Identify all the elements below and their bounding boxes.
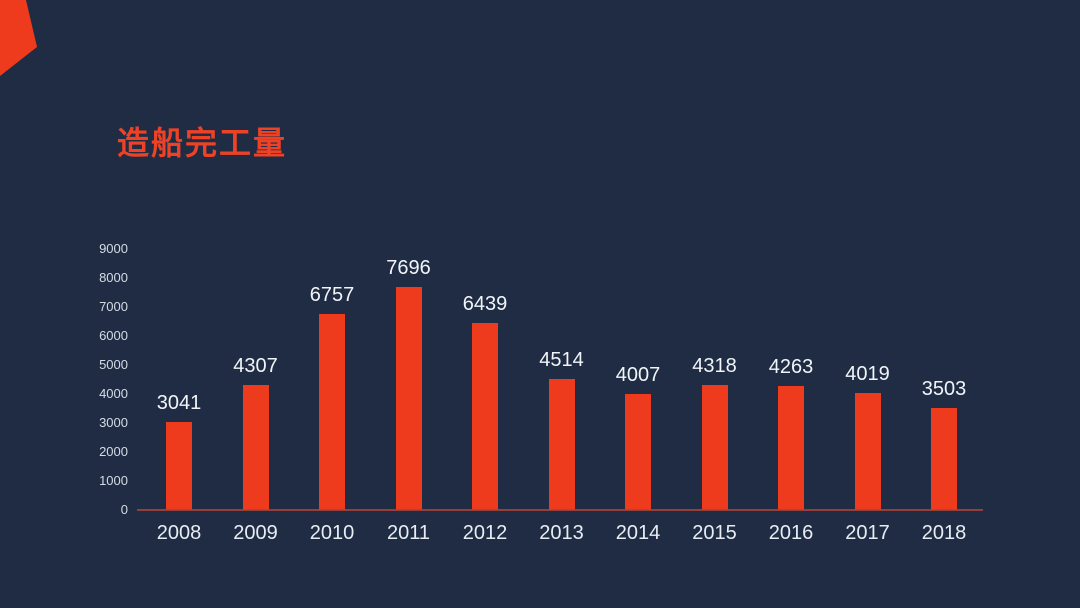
x-tick-label: 2015	[692, 522, 737, 544]
bar	[701, 384, 728, 510]
bar	[395, 286, 422, 510]
bar	[319, 314, 345, 510]
bar-value-label: 3041	[156, 391, 202, 414]
bar	[472, 323, 498, 510]
bar-value-label: 7696	[386, 256, 431, 279]
bar-value-label: 6757	[309, 284, 355, 307]
x-tick-label: 2013	[539, 522, 584, 544]
x-tick-label: 2010	[309, 522, 355, 544]
x-tick-label: 2009	[233, 522, 278, 544]
x-tick-label: 2017	[845, 522, 890, 544]
y-tick-label: 0	[120, 502, 128, 517]
bar	[778, 386, 804, 510]
x-axis-line	[137, 509, 983, 511]
y-tick-label: 5000	[99, 357, 128, 372]
bar-value-label: 4263	[768, 356, 814, 379]
bar	[242, 385, 269, 510]
x-tick-label: 2016	[768, 522, 814, 544]
bar	[548, 379, 575, 510]
x-tick-label: 2012	[462, 522, 508, 544]
y-tick-label: 4000	[99, 386, 128, 401]
bar-value-label: 4318	[692, 354, 737, 377]
bar	[625, 393, 651, 510]
y-tick-label: 7000	[99, 299, 128, 314]
y-tick-label: 2000	[99, 444, 128, 459]
x-tick-label: 2011	[386, 522, 430, 544]
bar	[931, 408, 957, 510]
x-tick-label: 2014	[615, 522, 661, 544]
x-tick-label: 2018	[921, 522, 967, 544]
y-tick-label: 3000	[99, 415, 128, 430]
bar-value-label: 4019	[845, 363, 890, 386]
y-tick-label: 1000	[99, 473, 128, 488]
bar-value-label: 4307	[233, 355, 278, 378]
y-tick-label: 6000	[99, 328, 128, 343]
bar-value-label: 4007	[615, 363, 661, 386]
chart-title: 造船完工量	[117, 125, 288, 161]
bar-value-label: 4514	[539, 349, 584, 372]
y-tick-label: 9000	[99, 241, 128, 256]
x-tick-label: 2008	[156, 522, 202, 544]
bar-value-label: 6439	[462, 293, 508, 316]
bar	[166, 421, 192, 510]
bar	[854, 393, 881, 510]
bar-value-label: 3503	[921, 378, 967, 401]
y-tick-label: 8000	[99, 270, 128, 285]
